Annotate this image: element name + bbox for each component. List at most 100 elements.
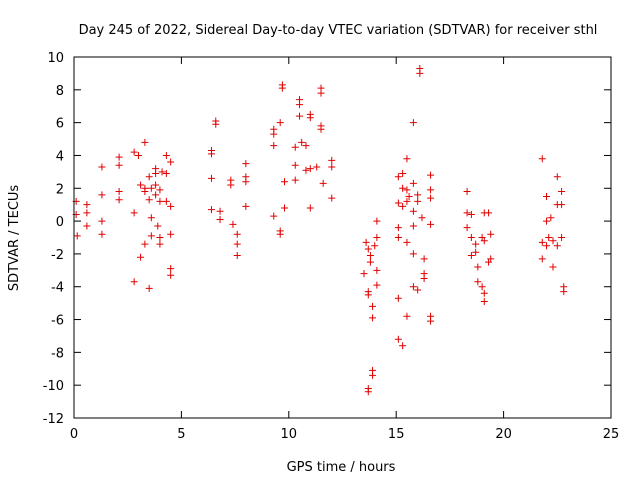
- data-point: [98, 191, 106, 199]
- data-point: [427, 186, 435, 194]
- data-point: [399, 184, 407, 192]
- data-point: [373, 234, 381, 241]
- data-point: [373, 281, 381, 289]
- data-point: [147, 184, 155, 192]
- data-point: [403, 197, 411, 205]
- data-point: [233, 230, 241, 238]
- y-tick-label: -8: [51, 346, 64, 361]
- y-tick-label: -4: [51, 281, 64, 296]
- data-point: [145, 173, 153, 181]
- data-point: [467, 211, 475, 219]
- y-tick-label: 2: [56, 182, 64, 197]
- data-point: [83, 222, 91, 230]
- data-point: [156, 240, 164, 248]
- data-point: [364, 388, 372, 396]
- data-point: [306, 165, 314, 173]
- y-tick-label: 10: [47, 51, 64, 66]
- data-point: [270, 130, 278, 138]
- data-point: [98, 163, 106, 171]
- data-point: [420, 275, 428, 283]
- data-point: [369, 314, 377, 322]
- data-point: [306, 114, 314, 122]
- data-point: [278, 84, 286, 92]
- data-point: [229, 220, 237, 228]
- tick-layer: 0 5 10 15 20 25 -12 -10 -8 -6 -4 -2 0 2 4 6 8 10: [43, 51, 620, 442]
- data-point: [162, 151, 170, 159]
- data-point: [141, 138, 149, 146]
- data-point: [538, 238, 546, 246]
- data-point: [487, 230, 495, 238]
- data-point: [427, 171, 435, 179]
- data-point: [394, 335, 402, 343]
- x-tick-label: 15: [388, 427, 405, 442]
- plot-frame: [73, 56, 612, 419]
- data-point: [141, 240, 149, 248]
- data-point: [549, 237, 557, 245]
- data-point: [366, 252, 374, 260]
- data-point: [130, 209, 138, 217]
- data-point: [207, 206, 215, 214]
- data-point: [212, 120, 220, 128]
- data-point: [399, 170, 407, 178]
- data-point: [298, 138, 306, 146]
- data-point: [291, 161, 299, 169]
- data-point: [296, 101, 304, 109]
- data-point: [145, 196, 153, 204]
- data-point: [167, 265, 175, 273]
- data-point: [403, 155, 411, 163]
- data-point: [291, 143, 299, 151]
- data-point: [545, 234, 553, 241]
- data-point: [472, 248, 480, 256]
- data-point: [547, 214, 555, 222]
- data-point: [233, 252, 241, 260]
- data-point: [162, 197, 170, 205]
- data-point: [317, 125, 325, 133]
- data-point: [317, 89, 325, 97]
- data-point: [227, 181, 235, 189]
- data-point: [115, 161, 123, 169]
- data-point: [394, 224, 402, 232]
- data-point: [369, 302, 377, 310]
- x-axis-label: GPS time / hours: [287, 460, 396, 475]
- data-point: [480, 237, 488, 245]
- data-point: [373, 217, 381, 225]
- data-point: [394, 294, 402, 302]
- data-point: [156, 186, 164, 194]
- data-point: [558, 201, 566, 209]
- data-point: [306, 204, 314, 212]
- data-point: [558, 188, 566, 196]
- data-point: [474, 278, 482, 286]
- data-point: [302, 166, 310, 174]
- data-point: [328, 194, 336, 202]
- data-point: [98, 230, 106, 238]
- data-point: [115, 188, 123, 196]
- data-point: [207, 150, 215, 158]
- data-point: [399, 202, 407, 210]
- data-point: [414, 191, 422, 199]
- y-tick-label: -12: [43, 412, 64, 427]
- data-point: [369, 371, 377, 379]
- data-point: [480, 297, 488, 305]
- data-point: [427, 317, 435, 325]
- data-point: [130, 148, 138, 156]
- data-point: [409, 179, 417, 187]
- data-point: [242, 178, 250, 186]
- data-point: [558, 234, 566, 241]
- data-point: [485, 209, 493, 217]
- data-point: [167, 271, 175, 279]
- data-point: [158, 168, 166, 176]
- data-point: [399, 342, 407, 350]
- data-point: [156, 197, 164, 205]
- x-tick-label: 0: [70, 427, 78, 442]
- data-point: [418, 214, 426, 222]
- data-point: [296, 112, 304, 120]
- data-point: [270, 212, 278, 220]
- data-point: [364, 291, 372, 299]
- data-point: [145, 284, 153, 292]
- data-point: [167, 158, 175, 166]
- data-point: [362, 238, 370, 246]
- data-point: [414, 197, 422, 205]
- data-point: [302, 142, 310, 150]
- data-point: [478, 283, 486, 291]
